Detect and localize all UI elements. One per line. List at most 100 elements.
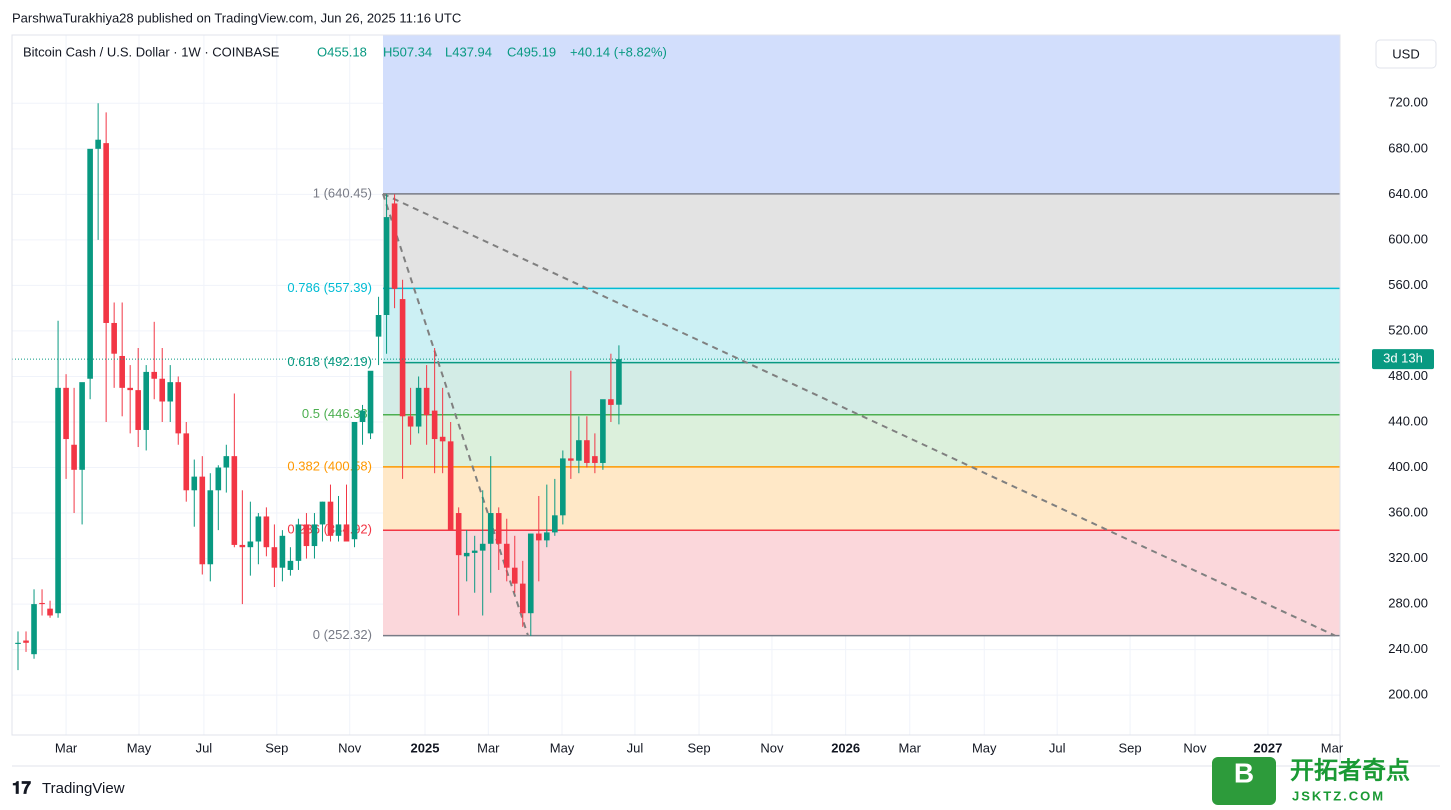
fib-zone <box>383 466 1340 531</box>
candle-body <box>535 533 542 541</box>
candle-body <box>383 217 390 315</box>
y-tick-label: 360.00 <box>1388 504 1428 519</box>
candle-body <box>15 642 21 644</box>
fib-label: 0 (252.32) <box>313 627 372 642</box>
x-tick-label: Jul <box>627 740 644 755</box>
candle-body <box>423 387 430 416</box>
candle-body <box>271 547 278 568</box>
candle-body <box>584 440 590 463</box>
x-tick-label: Nov <box>1183 740 1207 755</box>
candle-body <box>560 458 566 516</box>
fib-label: 1 (640.45) <box>313 185 372 200</box>
candle-body <box>207 490 214 565</box>
x-tick-label: Jul <box>196 740 213 755</box>
candle-body <box>527 533 534 614</box>
candle-body <box>191 476 198 491</box>
candle-body <box>119 355 125 388</box>
candle-body <box>399 299 406 417</box>
candle-body <box>159 378 166 402</box>
candle-body <box>415 387 422 427</box>
candle-body <box>247 541 254 548</box>
x-tick-label: May <box>550 740 575 755</box>
countdown: 3d 13h <box>1383 351 1423 366</box>
candle-body <box>31 604 37 655</box>
candle-body <box>391 203 398 289</box>
candle-body <box>439 436 446 442</box>
candle-body <box>616 359 622 405</box>
y-tick-label: 320.00 <box>1388 550 1428 565</box>
x-tick-label: May <box>127 740 152 755</box>
y-tick-label: 200.00 <box>1388 687 1428 702</box>
candle-body <box>519 583 526 614</box>
candle-body <box>592 456 598 463</box>
fib-zone <box>383 288 1340 363</box>
candle-body <box>127 387 133 391</box>
y-tick-label: 240.00 <box>1388 641 1428 656</box>
open: O455.18 <box>317 44 367 59</box>
y-tick-label: 520.00 <box>1388 322 1428 337</box>
x-tick-label: Mar <box>1321 740 1344 755</box>
y-tick-label: 640.00 <box>1388 186 1428 201</box>
candle-body <box>63 387 69 440</box>
x-tick-label: Sep <box>687 740 710 755</box>
candle-body <box>199 476 206 565</box>
fib-zone <box>383 362 1340 415</box>
candle-body <box>183 433 190 491</box>
candle-body <box>167 382 174 402</box>
x-tick-label: Sep <box>265 740 288 755</box>
currency-button[interactable] <box>1375 39 1437 69</box>
change: +40.14 (+8.82%) <box>570 44 667 59</box>
y-tick-label: 440.00 <box>1388 413 1428 428</box>
x-tick-label: 2025 <box>411 740 440 755</box>
x-tick-label: Mar <box>477 740 500 755</box>
candle-body <box>303 524 310 547</box>
candle-body <box>471 550 478 553</box>
y-tick-label: 400.00 <box>1388 459 1428 474</box>
candle-body <box>71 444 77 470</box>
y-tick-label: 560.00 <box>1388 277 1428 292</box>
y-tick-label: 600.00 <box>1388 231 1428 246</box>
x-tick-label: Mar <box>899 740 922 755</box>
candle-body <box>327 501 334 536</box>
x-tick-label: Nov <box>338 740 362 755</box>
candle-body <box>351 421 358 540</box>
currency[interactable]: USD <box>1392 46 1419 61</box>
fib-zone <box>383 530 1340 636</box>
candle-body <box>95 139 101 149</box>
candle-body <box>552 515 558 533</box>
candle-body <box>231 456 238 545</box>
brand-name: TradingView <box>42 780 125 797</box>
candle-body <box>103 143 109 323</box>
low: L437.94 <box>445 44 492 59</box>
x-tick-label: 2027 <box>1253 740 1282 755</box>
candle-body <box>319 501 326 525</box>
fib-label: 0.786 (557.39) <box>287 280 372 295</box>
candle-body <box>263 516 270 548</box>
candle-body <box>568 458 574 461</box>
candle-body <box>455 513 462 556</box>
x-tick-label: 2026 <box>831 740 860 755</box>
x-tick-label: May <box>972 740 997 755</box>
candle-body <box>255 516 262 542</box>
candle-body <box>343 524 350 542</box>
symbol: Bitcoin Cash / U.S. Dollar · 1W · COINBA… <box>23 44 280 59</box>
x-tick-label: Nov <box>760 740 784 755</box>
candle-body <box>463 552 470 557</box>
watermark: B 开拓者奇点 JSKTZ.COM <box>1212 756 1410 805</box>
high: H507.34 <box>383 44 432 59</box>
fib-label: 0.618 (492.19) <box>287 354 372 369</box>
y-tick-label: 680.00 <box>1388 140 1428 155</box>
candle-body <box>239 544 246 548</box>
trend-line <box>382 193 529 636</box>
candle-body <box>608 399 614 405</box>
candle-body <box>359 410 366 422</box>
close: C495.19 <box>507 44 556 59</box>
candle-body <box>151 371 158 379</box>
candle-body <box>279 535 286 568</box>
candle-body <box>223 456 230 468</box>
x-tick-label: Sep <box>1119 740 1142 755</box>
candle-body <box>215 467 222 491</box>
candle-body <box>135 390 141 430</box>
candle-body <box>55 387 61 614</box>
